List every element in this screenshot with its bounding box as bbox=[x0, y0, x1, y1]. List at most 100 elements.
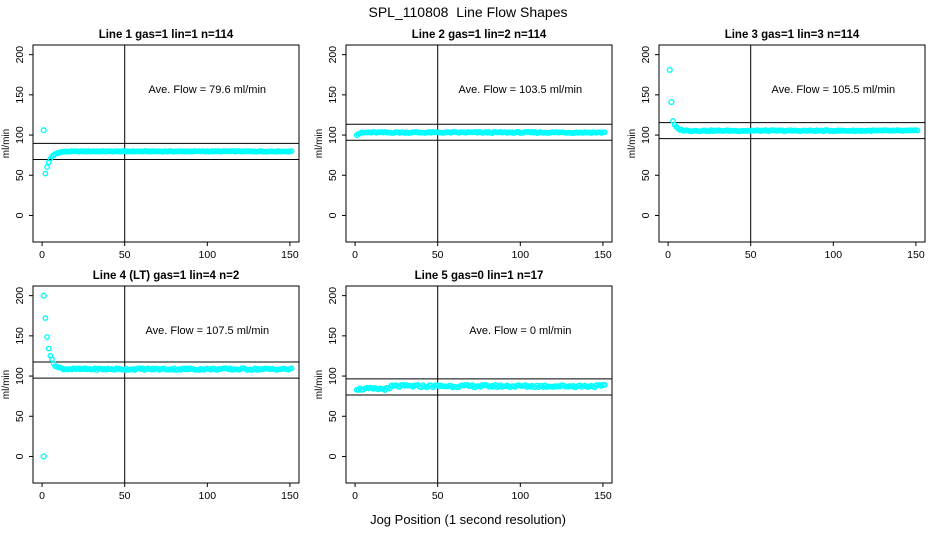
y-tick-label: 200 bbox=[640, 46, 652, 64]
x-tick-label: 100 bbox=[512, 490, 530, 502]
y-tick-label: 200 bbox=[14, 287, 26, 305]
data-points bbox=[666, 66, 921, 135]
data-point bbox=[42, 170, 49, 177]
data-point bbox=[914, 127, 921, 134]
data-points bbox=[353, 128, 608, 139]
axes: 0 50 100 150 0 50 100 150 200 bbox=[327, 46, 612, 261]
x-tick-label: 50 bbox=[745, 249, 757, 261]
y-tick-label: 150 bbox=[327, 86, 339, 104]
y-tick-label: 150 bbox=[14, 327, 26, 345]
x-tick-label: 150 bbox=[281, 249, 299, 261]
panel-5-title: Line 5 gas=0 lin=1 n=17 bbox=[415, 270, 544, 282]
data-point bbox=[601, 382, 608, 388]
y-tick-label: 50 bbox=[14, 410, 26, 422]
y-tick-label: 0 bbox=[327, 212, 339, 218]
plot-frame bbox=[32, 285, 300, 484]
panel-4-plot: Line 4 (LT) gas=1 lin=4 n=2 0 50 100 150 0 50 1… bbox=[1, 270, 300, 502]
y-tick-label: 150 bbox=[327, 327, 339, 345]
data-points bbox=[40, 292, 295, 460]
outlier-point bbox=[40, 127, 47, 134]
reference-lines bbox=[33, 45, 299, 242]
x-tick-label: 150 bbox=[907, 249, 925, 261]
y-axis-label: ml/min bbox=[1, 370, 12, 399]
x-tick-label: 0 bbox=[352, 490, 358, 502]
panel-1-plot: Line 1 gas=1 lin=1 n=114 0 50 100 150 0 50 100 1… bbox=[1, 29, 300, 261]
y-tick-label: 0 bbox=[640, 212, 652, 218]
x-tick-label: 50 bbox=[119, 249, 131, 261]
x-tick-label: 150 bbox=[281, 490, 299, 502]
y-tick-label: 150 bbox=[640, 86, 652, 104]
axes: 0 50 100 150 0 50 100 150 200 bbox=[327, 287, 612, 502]
panel-5-plot: Line 5 gas=0 lin=1 n=17 0 50 100 150 0 50 100 15… bbox=[314, 270, 613, 502]
x-tick-label: 0 bbox=[39, 249, 45, 261]
x-tick-label: 150 bbox=[594, 249, 612, 261]
y-tick-label: 50 bbox=[640, 169, 652, 181]
x-tick-label: 0 bbox=[39, 490, 45, 502]
reference-lines bbox=[659, 45, 925, 242]
y-tick-label: 50 bbox=[327, 410, 339, 422]
y-axis-label: ml/min bbox=[314, 129, 325, 158]
x-tick-label: 100 bbox=[825, 249, 843, 261]
reference-lines bbox=[346, 45, 612, 242]
y-tick-label: 0 bbox=[327, 453, 339, 459]
plot-frame bbox=[32, 44, 300, 243]
ave-flow-annotation: Ave. Flow = 105.5 ml/min bbox=[771, 84, 895, 96]
x-tick-label: 0 bbox=[665, 249, 671, 261]
panel-2-title: Line 2 gas=1 lin=2 n=114 bbox=[412, 29, 547, 41]
panel-3-title: Line 3 gas=1 lin=3 n=114 bbox=[725, 29, 860, 41]
data-point bbox=[42, 315, 49, 321]
y-axis-label: ml/min bbox=[627, 129, 638, 158]
outlier-point bbox=[666, 66, 673, 74]
y-tick-label: 200 bbox=[327, 287, 339, 305]
outlier-point bbox=[40, 292, 47, 299]
data-point bbox=[601, 129, 608, 136]
plot-frame bbox=[658, 44, 926, 243]
x-tick-label: 100 bbox=[512, 249, 530, 261]
axes: 0 50 100 150 0 50 100 150 200 bbox=[14, 46, 299, 261]
outlier-point bbox=[40, 453, 47, 460]
panel-2-plot: Line 2 gas=1 lin=2 n=114 0 50 100 150 0 50 100 1… bbox=[314, 29, 613, 261]
data-point bbox=[45, 345, 52, 352]
reference-lines bbox=[33, 286, 299, 483]
data-points bbox=[353, 381, 608, 394]
x-axis-label: Jog Position (1 second resolution) bbox=[370, 512, 566, 527]
data-point bbox=[44, 164, 50, 170]
y-tick-label: 100 bbox=[14, 126, 26, 144]
x-tick-label: 100 bbox=[199, 490, 217, 502]
panel-1-title: Line 1 gas=1 lin=1 n=114 bbox=[99, 29, 234, 41]
data-point bbox=[288, 365, 295, 372]
y-tick-label: 100 bbox=[327, 126, 339, 144]
data-points bbox=[40, 127, 295, 177]
data-point bbox=[288, 148, 295, 154]
y-tick-label: 50 bbox=[14, 169, 26, 181]
x-tick-label: 0 bbox=[352, 249, 358, 261]
panel-3-plot: Line 3 gas=1 lin=3 n=114 0 50 100 150 0 50 100 1… bbox=[627, 29, 926, 261]
figure-title: SPL_110808 Line Flow Shapes bbox=[368, 4, 568, 20]
ave-flow-annotation: Ave. Flow = 79.6 ml/min bbox=[149, 84, 266, 96]
x-tick-label: 50 bbox=[432, 490, 444, 502]
y-axis-label: ml/min bbox=[314, 370, 325, 399]
y-tick-label: 100 bbox=[14, 367, 26, 385]
plot-frame bbox=[345, 44, 613, 243]
data-point bbox=[44, 334, 50, 340]
y-tick-label: 100 bbox=[327, 367, 339, 385]
x-tick-label: 150 bbox=[594, 490, 612, 502]
y-tick-label: 50 bbox=[327, 169, 339, 181]
axes: 0 50 100 150 0 50 100 150 200 bbox=[640, 46, 925, 261]
y-tick-label: 200 bbox=[14, 46, 26, 64]
ave-flow-annotation: Ave. Flow = 107.5 ml/min bbox=[145, 325, 269, 337]
y-tick-label: 0 bbox=[14, 212, 26, 218]
x-tick-label: 50 bbox=[432, 249, 444, 261]
outlier-point bbox=[668, 98, 675, 106]
x-tick-label: 50 bbox=[119, 490, 131, 502]
axes: 0 50 100 150 0 50 100 150 200 bbox=[14, 287, 299, 502]
x-tick-label: 100 bbox=[199, 249, 217, 261]
ave-flow-annotation: Ave. Flow = 0 ml/min bbox=[469, 325, 571, 337]
y-tick-label: 200 bbox=[327, 46, 339, 64]
plot-frame bbox=[345, 285, 613, 484]
ave-flow-annotation: Ave. Flow = 103.5 ml/min bbox=[458, 84, 582, 96]
panel-4-title: Line 4 (LT) gas=1 lin=4 n=2 bbox=[93, 270, 239, 282]
y-axis-label: ml/min bbox=[1, 129, 12, 158]
y-tick-label: 150 bbox=[14, 86, 26, 104]
